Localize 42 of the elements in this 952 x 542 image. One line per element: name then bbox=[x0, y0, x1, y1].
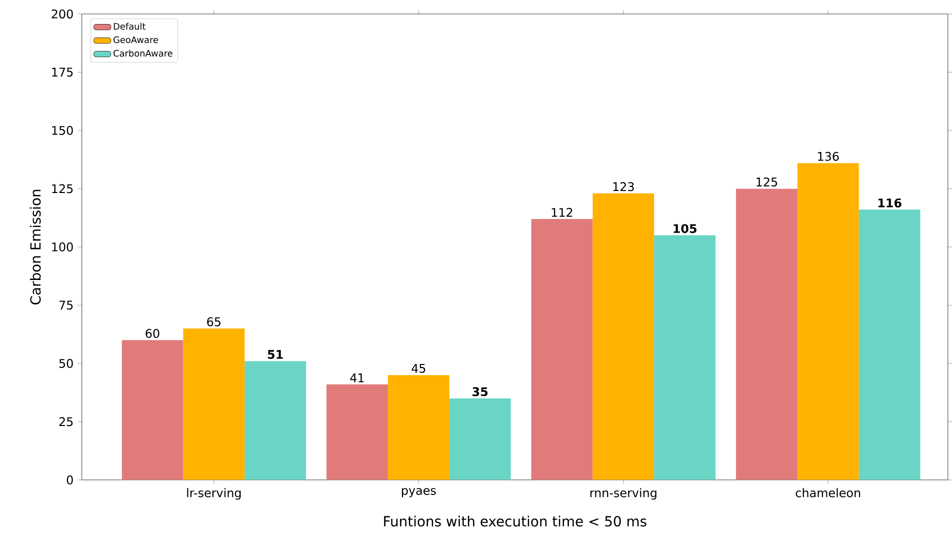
y-tick-label: 150 bbox=[52, 126, 73, 136]
x-tick-label: lr-serving bbox=[187, 488, 241, 500]
bar bbox=[531, 219, 593, 480]
data-label: 41 bbox=[350, 374, 364, 382]
bar bbox=[592, 193, 654, 480]
data-label: 65 bbox=[207, 317, 220, 326]
y-tick-label: 50 bbox=[59, 359, 73, 368]
bar bbox=[654, 235, 716, 480]
y-tick-label: 25 bbox=[59, 417, 73, 426]
data-label: 136 bbox=[818, 152, 839, 161]
data-label: 35 bbox=[472, 387, 488, 396]
data-label: 60 bbox=[146, 329, 160, 338]
x-axis-title: Funtions with execution time < 50 ms bbox=[384, 516, 646, 527]
x-tick-label: chameleon bbox=[796, 488, 860, 498]
data-label: 51 bbox=[268, 350, 283, 360]
x-tick-label: rnn-serving bbox=[590, 488, 656, 500]
legend-label: CarbonAware bbox=[114, 50, 172, 57]
bar bbox=[326, 384, 388, 480]
y-tick-label: 200 bbox=[52, 10, 73, 19]
bar bbox=[122, 340, 184, 480]
y-axis-title: Carbon Emission bbox=[30, 190, 41, 305]
data-label: 112 bbox=[552, 208, 572, 217]
y-tick-label: 125 bbox=[52, 184, 73, 194]
legend-label: GeoAware bbox=[114, 36, 158, 44]
x-tick-label: pyaes bbox=[402, 488, 436, 498]
y-tick-label: 75 bbox=[59, 300, 73, 310]
bar bbox=[183, 328, 245, 480]
data-label: 45 bbox=[412, 364, 426, 373]
bar bbox=[388, 375, 450, 480]
data-label: 116 bbox=[878, 198, 902, 208]
y-tick-label: 175 bbox=[52, 68, 73, 77]
data-label: 105 bbox=[674, 224, 696, 234]
y-tick-label: 100 bbox=[52, 242, 73, 252]
y-tick-label: 0 bbox=[66, 476, 73, 485]
bar bbox=[449, 398, 511, 480]
data-label: 123 bbox=[613, 182, 634, 192]
data-label: 125 bbox=[756, 178, 778, 187]
bar bbox=[736, 188, 798, 480]
bar bbox=[797, 163, 859, 480]
bar bbox=[244, 361, 306, 480]
bar bbox=[858, 210, 920, 480]
legend-label: Default bbox=[114, 22, 146, 30]
